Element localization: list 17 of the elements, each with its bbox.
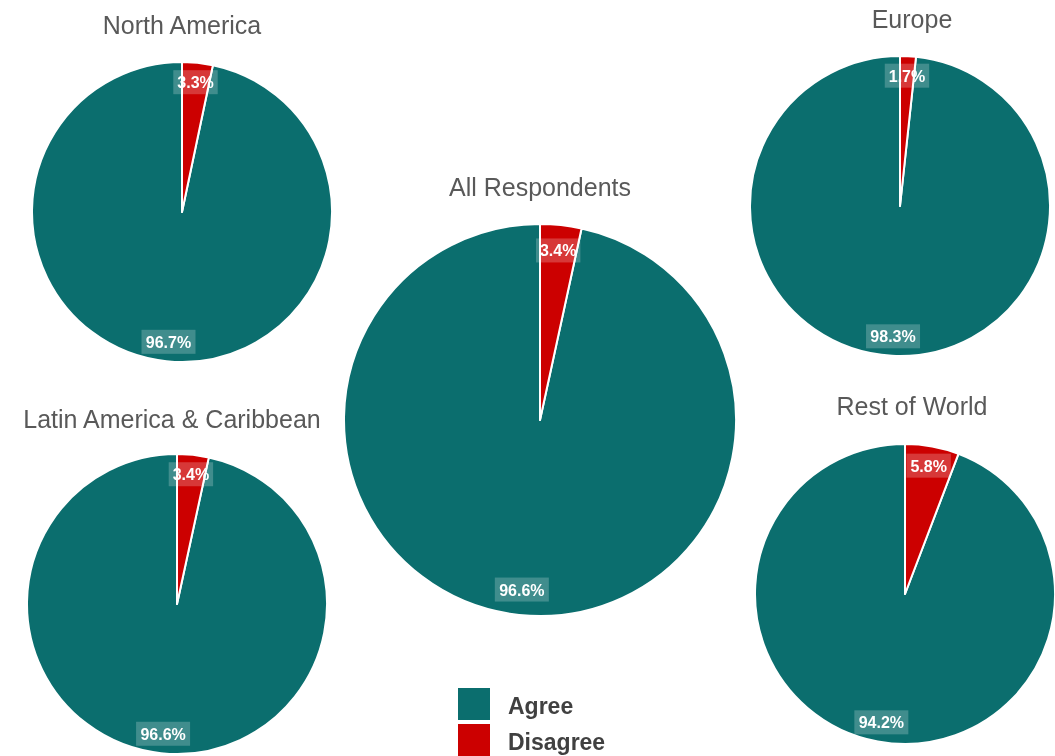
legend-label: Disagree: [508, 729, 606, 755]
chart-title: All Respondents: [448, 173, 632, 201]
data-label: 94.2%: [858, 714, 905, 732]
pie-slice: [343, 223, 737, 617]
chart-title: Latin America & Caribbean: [23, 405, 321, 433]
pie-slice: [31, 61, 333, 363]
chart-title: North America: [102, 11, 262, 39]
data-label: 5.8%: [910, 457, 947, 475]
chart-title: Rest of World: [836, 392, 988, 420]
data-label: 3.4%: [539, 242, 577, 260]
legend-label: Agree: [508, 693, 574, 719]
data-label: 98.3%: [870, 328, 916, 346]
chart-title: Europe: [871, 5, 953, 33]
data-label: 96.6%: [140, 725, 186, 743]
data-label: 96.7%: [145, 333, 192, 351]
pie-slice: [749, 55, 1051, 357]
data-label: 96.6%: [499, 581, 545, 599]
